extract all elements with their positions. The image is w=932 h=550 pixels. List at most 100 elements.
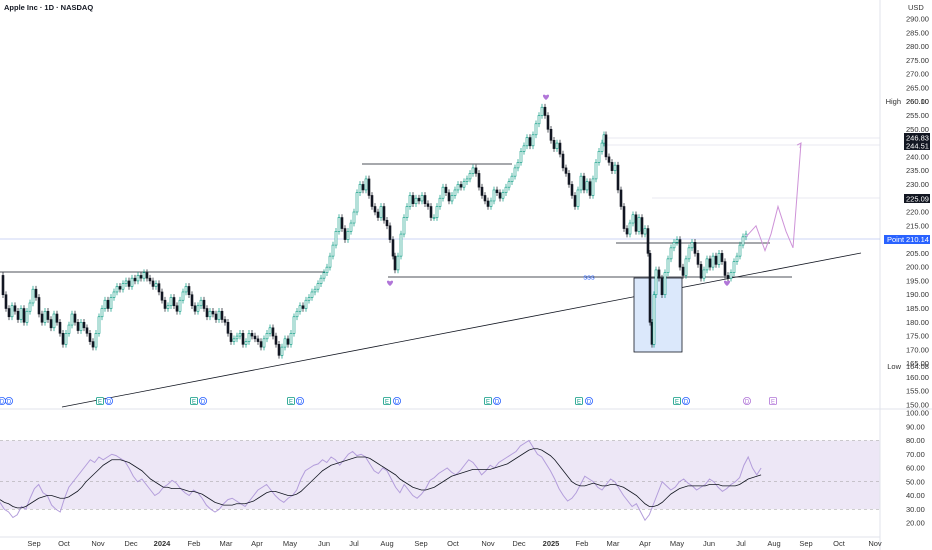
price-candle bbox=[675, 239, 679, 243]
earnings-event-icon: E bbox=[287, 397, 295, 406]
price-candle bbox=[19, 308, 23, 320]
current-price-value: 210.14 bbox=[906, 235, 929, 244]
price-candle bbox=[519, 151, 523, 163]
event-badge-frame bbox=[743, 396, 752, 405]
price-candle bbox=[235, 335, 239, 340]
event-badge-letter: E bbox=[385, 400, 389, 406]
price-candle bbox=[319, 277, 323, 284]
price-candle bbox=[256, 338, 260, 342]
time-axis[interactable]: Sep Oct Nov Dec 2024 Feb Mar Apr May Jun Jul Aug Sep… bbox=[27, 539, 882, 548]
price-candle bbox=[103, 299, 107, 309]
low-label: Low bbox=[887, 362, 901, 371]
price-candle bbox=[462, 181, 466, 188]
price-candle bbox=[396, 255, 400, 271]
rsi-axis[interactable]: 100.00 90.00 80.00 70.00 60.00 50.00 40.00 30.0… bbox=[906, 409, 929, 528]
rsi-tick-label: 30.00 bbox=[906, 505, 925, 514]
price-candle bbox=[337, 217, 341, 232]
time-tick-label: Aug bbox=[767, 539, 780, 548]
event-badge-frame bbox=[585, 396, 594, 405]
event-badge-letter: D bbox=[107, 400, 112, 406]
price-candle bbox=[631, 214, 635, 224]
price-tick-label: 250.00 bbox=[906, 125, 929, 134]
time-tick-label: Jul bbox=[349, 539, 359, 548]
price-candle bbox=[513, 167, 517, 177]
price-candle bbox=[16, 310, 20, 320]
price-candle bbox=[142, 272, 146, 279]
price-candle bbox=[495, 189, 499, 193]
price-candle bbox=[223, 319, 227, 323]
high-label: High bbox=[886, 97, 901, 106]
price-candle bbox=[298, 305, 302, 312]
price-candle bbox=[549, 128, 553, 141]
price-candle bbox=[175, 305, 179, 312]
time-tick-label: Sep bbox=[414, 539, 427, 548]
price-candle bbox=[163, 299, 167, 309]
price-axis[interactable]: 290.00 285.00 280.00 275.00 270.00 265.00 260.… bbox=[906, 15, 929, 410]
time-tick-label: Sep bbox=[27, 539, 40, 548]
event-badge-frame bbox=[295, 396, 304, 405]
price-candle bbox=[82, 321, 86, 329]
price-candle bbox=[669, 247, 673, 260]
price-candle bbox=[438, 197, 442, 207]
price-candle bbox=[331, 244, 335, 257]
price-candle bbox=[145, 272, 149, 279]
price-candle bbox=[522, 145, 526, 152]
price-candle bbox=[708, 258, 712, 268]
price-candle bbox=[723, 261, 727, 276]
price-candle bbox=[534, 123, 538, 136]
price-candle bbox=[307, 297, 311, 301]
price-candle bbox=[310, 291, 314, 298]
price-candle bbox=[13, 305, 17, 312]
rsi-ma-line bbox=[0, 448, 762, 509]
price-candle bbox=[151, 280, 155, 287]
rsi-line bbox=[0, 439, 762, 522]
price-candle bbox=[546, 115, 550, 130]
price-tick-label: 180.00 bbox=[906, 318, 929, 327]
price-tick-label: 260.00 bbox=[906, 97, 929, 106]
rsi-band bbox=[0, 440, 880, 510]
price-candle bbox=[690, 242, 694, 249]
price-candle bbox=[277, 344, 281, 356]
price-candle bbox=[187, 286, 191, 296]
price-candle bbox=[634, 214, 638, 232]
time-tick-label: Jun bbox=[318, 539, 330, 548]
projection-path-group bbox=[745, 142, 802, 253]
rsi-tick-label: 60.00 bbox=[906, 464, 925, 473]
price-candle bbox=[579, 175, 583, 191]
rsi-tick-label: 20.00 bbox=[906, 519, 925, 528]
time-tick-label: Oct bbox=[58, 539, 71, 548]
price-candle bbox=[622, 206, 626, 229]
current-price-point: Point bbox=[887, 235, 905, 244]
highlight-box[interactable] bbox=[633, 277, 683, 353]
price-candle bbox=[616, 164, 620, 191]
price-tick-label: 215.00 bbox=[906, 221, 929, 230]
price-candle bbox=[208, 310, 212, 318]
price-candle bbox=[646, 228, 650, 254]
event-badge-frame bbox=[190, 397, 198, 405]
price-candle bbox=[88, 333, 92, 342]
rsi-tick-label: 80.00 bbox=[906, 436, 925, 445]
event-badge-letter: E bbox=[486, 400, 490, 406]
chart-title[interactable]: Apple Inc · 1D · NASDAQ bbox=[4, 3, 93, 12]
price-candle bbox=[468, 173, 472, 180]
earnings-event-icon: E bbox=[96, 397, 104, 406]
price-candle bbox=[729, 272, 733, 279]
earnings-event-icon: E bbox=[383, 397, 391, 406]
event-badge-letter: E bbox=[98, 400, 102, 406]
price-candle bbox=[199, 299, 203, 307]
level-value-2: 244.51 bbox=[906, 142, 929, 151]
price-candle bbox=[573, 195, 577, 207]
earnings-event-icon: E bbox=[575, 397, 583, 406]
currency-label[interactable]: USD bbox=[908, 3, 924, 12]
price-tick-label: 280.00 bbox=[906, 42, 929, 51]
price-candle bbox=[184, 286, 188, 293]
level-badge-2 bbox=[904, 141, 930, 150]
price-candle bbox=[334, 231, 338, 246]
price-candle bbox=[486, 200, 490, 207]
dividend-event-icon: D bbox=[198, 396, 207, 406]
price-candle bbox=[283, 338, 287, 348]
price-tick-label: 200.00 bbox=[906, 263, 929, 272]
price-candle bbox=[106, 299, 110, 309]
price-candle bbox=[115, 286, 119, 293]
